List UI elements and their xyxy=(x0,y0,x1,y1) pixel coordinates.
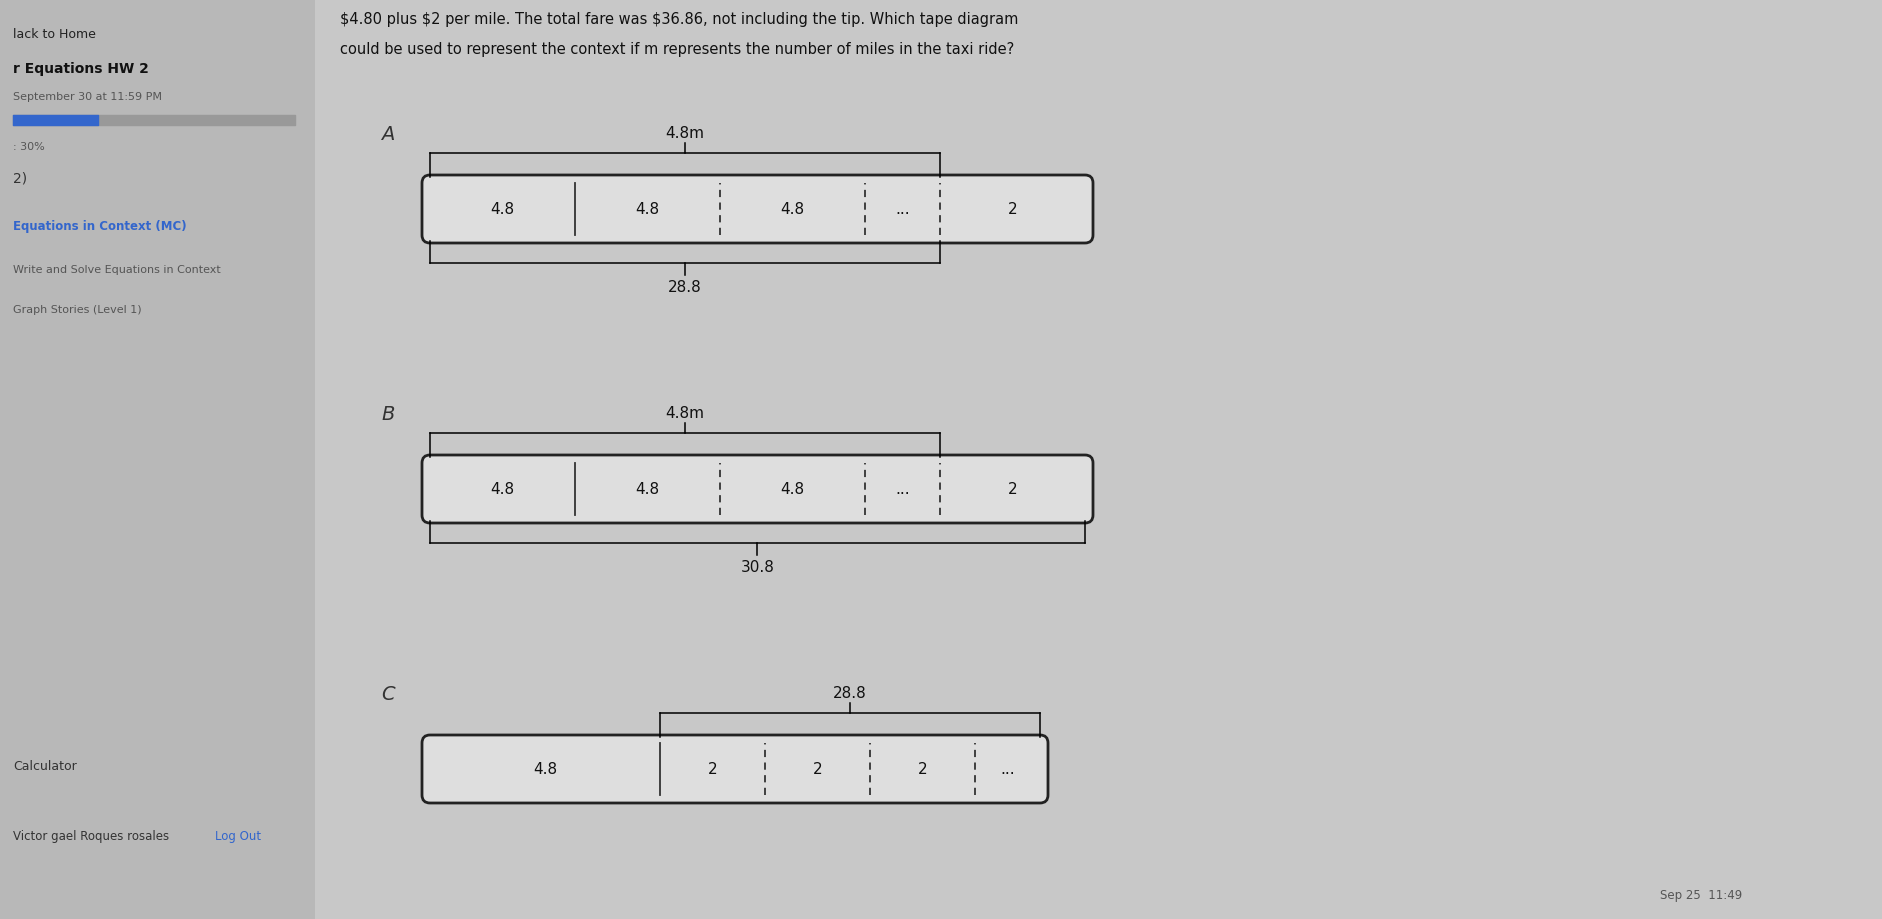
Text: Graph Stories (Level 1): Graph Stories (Level 1) xyxy=(13,305,141,314)
FancyBboxPatch shape xyxy=(422,735,1048,803)
Text: r Equations HW 2: r Equations HW 2 xyxy=(13,62,149,76)
Text: ...: ... xyxy=(894,202,909,217)
Text: ...: ... xyxy=(894,482,909,497)
Text: 2: 2 xyxy=(917,762,926,777)
Text: 2: 2 xyxy=(1007,202,1016,217)
Text: September 30 at 11:59 PM: September 30 at 11:59 PM xyxy=(13,92,162,102)
Text: 4.8m: 4.8m xyxy=(664,405,704,421)
Text: Write and Solve Equations in Context: Write and Solve Equations in Context xyxy=(13,265,220,275)
Text: 4.8: 4.8 xyxy=(779,202,804,217)
Text: A: A xyxy=(382,125,395,144)
Text: 28.8: 28.8 xyxy=(832,686,866,700)
Text: Log Out: Log Out xyxy=(215,829,262,842)
Text: C: C xyxy=(380,685,395,704)
Text: could be used to represent the context if m represents the number of miles in th: could be used to represent the context i… xyxy=(341,42,1014,57)
Text: Calculator: Calculator xyxy=(13,759,77,772)
Text: Equations in Context (MC): Equations in Context (MC) xyxy=(13,220,186,233)
Text: : 30%: : 30% xyxy=(13,142,45,152)
FancyBboxPatch shape xyxy=(422,176,1092,244)
Text: 2: 2 xyxy=(1007,482,1016,497)
Text: B: B xyxy=(382,405,395,424)
Text: 4.8: 4.8 xyxy=(489,482,514,497)
Text: 28.8: 28.8 xyxy=(668,279,702,295)
Text: 30.8: 30.8 xyxy=(740,560,774,574)
Text: Victor gael Roques rosales: Victor gael Roques rosales xyxy=(13,829,169,842)
Text: 4.8: 4.8 xyxy=(489,202,514,217)
Text: 2: 2 xyxy=(708,762,717,777)
Text: lack to Home: lack to Home xyxy=(13,28,96,41)
Text: 2: 2 xyxy=(813,762,822,777)
Text: 4.8: 4.8 xyxy=(533,762,557,777)
Text: 2): 2) xyxy=(13,172,26,186)
FancyBboxPatch shape xyxy=(422,456,1092,524)
Text: 4.8: 4.8 xyxy=(634,202,659,217)
Text: 4.8m: 4.8m xyxy=(664,126,704,141)
Text: Sep 25  11:49: Sep 25 11:49 xyxy=(1660,888,1741,901)
Text: ...: ... xyxy=(999,762,1014,777)
FancyBboxPatch shape xyxy=(0,0,314,919)
Text: $4.80 plus $2 per mile. The total fare was $36.86, not including the tip. Which : $4.80 plus $2 per mile. The total fare w… xyxy=(341,12,1018,27)
Text: 4.8: 4.8 xyxy=(634,482,659,497)
Text: 4.8: 4.8 xyxy=(779,482,804,497)
